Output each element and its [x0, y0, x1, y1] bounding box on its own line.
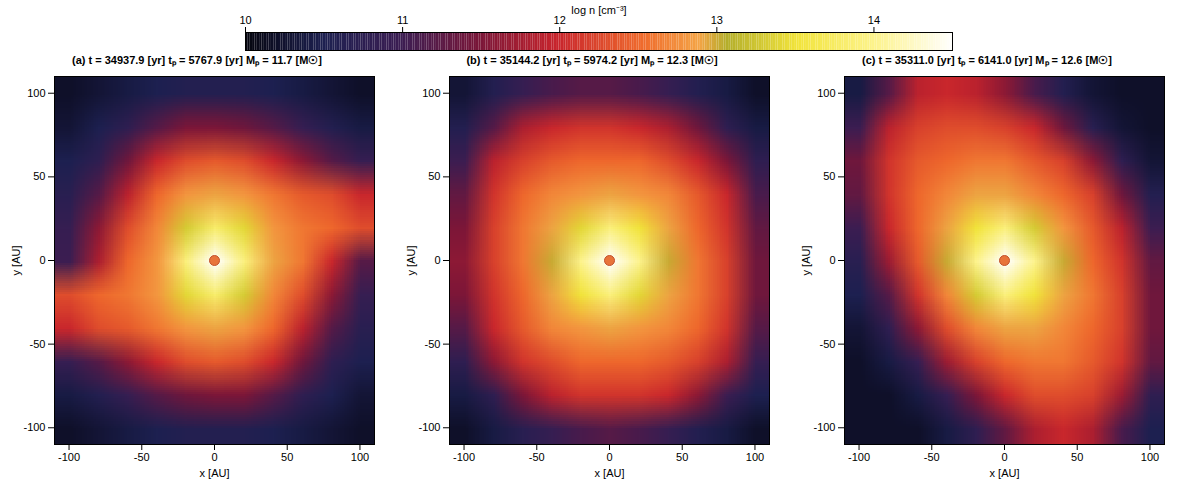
svg-text:-100: -100 — [23, 421, 45, 433]
html-text:(b) t = 35144.2 [yr] tₚ = 5974: (b) t = 35144.2 [yr] tₚ = 5974.2 [yr] Mₚ… — [466, 54, 718, 66]
svg-text:14: 14 — [868, 14, 880, 26]
html-text:(a) t = 34937.9 [yr] tₚ = 5767: (a) t = 34937.9 [yr] tₚ = 5767.9 [yr] Mₚ… — [72, 54, 322, 66]
svg-text:100: 100 — [746, 451, 764, 463]
svg-text:log n [cm⁻³]: log n [cm⁻³] — [571, 4, 626, 16]
svg-text:x [AU]: x [AU] — [200, 467, 230, 479]
svg-text:100: 100 — [27, 87, 45, 99]
svg-text:-100: -100 — [813, 421, 835, 433]
svg-text:13: 13 — [711, 14, 723, 26]
svg-text:50: 50 — [281, 451, 293, 463]
svg-text:50: 50 — [33, 170, 45, 182]
html-text:(c) t = 35311.0 [yr] tₚ = 6141: (c) t = 35311.0 [yr] tₚ = 6141.0 [yr] Mₚ… — [862, 54, 1112, 66]
svg-text:50: 50 — [1071, 451, 1083, 463]
svg-text:y [AU]: y [AU] — [800, 246, 812, 276]
svg-text:x [AU]: x [AU] — [990, 467, 1020, 479]
svg-text:100: 100 — [422, 87, 440, 99]
svg-text:-50: -50 — [924, 451, 940, 463]
svg-text:10: 10 — [239, 14, 251, 26]
svg-text:-100: -100 — [453, 451, 475, 463]
svg-text:-50: -50 — [425, 338, 441, 350]
svg-text:100: 100 — [817, 87, 835, 99]
svg-text:-50: -50 — [134, 451, 150, 463]
svg-text:0: 0 — [434, 254, 440, 266]
svg-text:0: 0 — [829, 254, 835, 266]
svg-text:y [AU]: y [AU] — [10, 246, 22, 276]
svg-text:x [AU]: x [AU] — [595, 467, 625, 479]
svg-text:y [AU]: y [AU] — [405, 246, 417, 276]
svg-text:-100: -100 — [848, 451, 870, 463]
svg-text:-50: -50 — [820, 338, 836, 350]
svg-text:0: 0 — [1001, 451, 1007, 463]
svg-text:100: 100 — [1141, 451, 1159, 463]
svg-text:-100: -100 — [58, 451, 80, 463]
svg-text:100: 100 — [351, 451, 369, 463]
svg-text:0: 0 — [211, 451, 217, 463]
svg-text:50: 50 — [823, 170, 835, 182]
svg-text:0: 0 — [39, 254, 45, 266]
svg-text:12: 12 — [554, 14, 566, 26]
svg-text:11: 11 — [397, 14, 408, 26]
svg-text:50: 50 — [428, 170, 440, 182]
svg-text:-50: -50 — [30, 338, 46, 350]
svg-text:0: 0 — [606, 451, 612, 463]
svg-text:-100: -100 — [418, 421, 440, 433]
svg-text:50: 50 — [676, 451, 688, 463]
svg-text:-50: -50 — [529, 451, 545, 463]
